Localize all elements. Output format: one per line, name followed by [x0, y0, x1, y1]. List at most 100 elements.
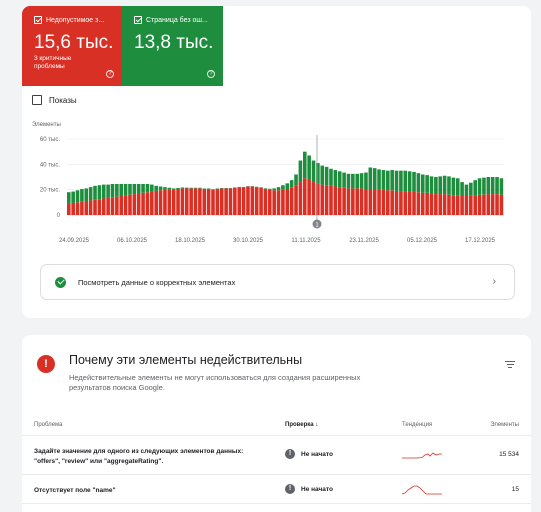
y-tick-label: 20 тыс.	[40, 188, 60, 194]
bar-invalid	[455, 195, 460, 215]
impressions-toggle[interactable]: Показы	[32, 95, 77, 105]
bar-invalid	[259, 187, 263, 215]
bar-valid	[368, 167, 373, 190]
bar-valid	[464, 184, 469, 196]
bar-invalid	[176, 189, 180, 215]
bar-valid	[276, 187, 281, 191]
bar-valid	[482, 177, 486, 195]
bar-valid	[469, 182, 473, 196]
bar-invalid	[477, 194, 482, 215]
bar-valid	[337, 171, 342, 188]
error-icon: !	[37, 355, 55, 373]
impressions-label: Показы	[49, 95, 77, 105]
bar-valid	[101, 184, 106, 199]
bar-valid	[123, 183, 128, 196]
help-icon[interactable]: ?	[207, 70, 215, 78]
checkbox-checked-icon[interactable]	[34, 16, 42, 24]
valid-items-tile[interactable]: Страница без ош... 13,8 тыс. ?	[122, 6, 223, 86]
bar-valid	[351, 173, 355, 189]
column-problem[interactable]: Проблема	[34, 422, 63, 428]
bar-valid	[377, 169, 381, 190]
help-icon[interactable]: ?	[106, 70, 114, 78]
filter-icon[interactable]	[505, 361, 515, 370]
column-items[interactable]: Элементы	[490, 422, 519, 428]
table-row[interactable]: Задайте значение для одного из следующих…	[22, 437, 531, 475]
bar-valid	[329, 168, 333, 186]
bar-invalid	[263, 189, 268, 215]
bar-invalid	[71, 202, 75, 215]
summary-card: Недопустимое з... 15,6 тыс. 3 критичные …	[22, 6, 531, 318]
bar-valid	[268, 188, 272, 190]
bar-valid	[372, 168, 377, 190]
bar-valid	[272, 188, 276, 191]
column-check[interactable]: Проверка ↓	[285, 422, 319, 428]
bar-valid	[425, 175, 429, 193]
bar-invalid	[132, 194, 137, 215]
bar-invalid	[158, 190, 163, 215]
x-tick-label: 06.10.2025	[117, 238, 148, 244]
bar-invalid	[416, 192, 421, 215]
status-cell: ! Не начато	[285, 484, 333, 494]
bar-valid	[342, 172, 346, 188]
bar-invalid	[128, 194, 132, 215]
section-title: Почему эти элементы недействительны	[69, 353, 303, 367]
bar-valid	[136, 183, 141, 194]
bar-invalid	[106, 197, 110, 215]
info-icon: !	[285, 449, 295, 459]
column-trend[interactable]: Тенденция	[402, 422, 433, 428]
bar-invalid	[110, 197, 115, 215]
bar-valid	[180, 187, 185, 189]
invalid-count: 15,6 тыс.	[34, 32, 114, 53]
bar-invalid	[97, 199, 102, 215]
bar-invalid	[490, 194, 495, 215]
bar-valid	[298, 160, 303, 183]
table-header: Проблема Проверка ↓ Тенденция Элементы	[22, 416, 531, 436]
view-valid-items-link[interactable]: Посмотреть данные о корректных элементах…	[40, 264, 515, 300]
bar-valid	[106, 184, 110, 198]
bar-invalid	[123, 195, 128, 215]
bar-invalid	[342, 187, 346, 215]
bar-valid	[193, 187, 198, 189]
bar-invalid	[206, 189, 211, 215]
bar-invalid	[447, 194, 451, 215]
bar-invalid	[115, 196, 119, 215]
bar-valid	[145, 183, 150, 193]
bar-invalid	[473, 195, 477, 215]
checkbox-checked-icon[interactable]	[134, 16, 142, 24]
table-row[interactable]: Отсутствует поле "name" ! Не начато 15	[22, 476, 531, 504]
bar-invalid	[386, 190, 390, 215]
bar-valid	[420, 174, 425, 193]
bar-invalid	[377, 189, 381, 215]
problem-text: Задайте значение для одного из следующих…	[34, 448, 244, 465]
bar-valid	[386, 170, 390, 191]
bar-invalid	[93, 199, 97, 215]
checkbox-unchecked-icon[interactable]	[32, 95, 42, 105]
bar-invalid	[486, 194, 491, 215]
invalid-items-tile[interactable]: Недопустимое з... 15,6 тыс. 3 критичные …	[22, 6, 122, 86]
y-tick-label: 0	[57, 213, 61, 219]
bar-invalid	[219, 188, 224, 215]
bar-invalid	[329, 185, 333, 215]
bar-valid	[394, 170, 399, 191]
invalid-tile-label: Недопустимое з...	[46, 16, 105, 24]
bar-valid	[163, 187, 167, 190]
bar-invalid	[254, 187, 259, 215]
bar-valid	[154, 185, 158, 191]
bar-invalid	[180, 188, 185, 215]
bar-invalid	[337, 187, 342, 215]
bar-valid	[447, 176, 451, 195]
bar-valid	[294, 174, 298, 186]
bar-invalid	[285, 189, 290, 215]
bar-invalid	[145, 192, 150, 215]
chevron-right-icon: ›	[492, 276, 496, 287]
bar-invalid	[460, 196, 464, 215]
bar-invalid	[224, 188, 228, 215]
bar-invalid	[294, 185, 298, 215]
bar-invalid	[420, 192, 425, 215]
bar-invalid	[298, 182, 303, 215]
bar-invalid	[141, 192, 145, 215]
bar-invalid	[154, 190, 158, 215]
bar-invalid	[268, 189, 272, 215]
valid-tile-label: Страница без ош...	[146, 16, 208, 24]
bar-valid	[206, 188, 211, 190]
